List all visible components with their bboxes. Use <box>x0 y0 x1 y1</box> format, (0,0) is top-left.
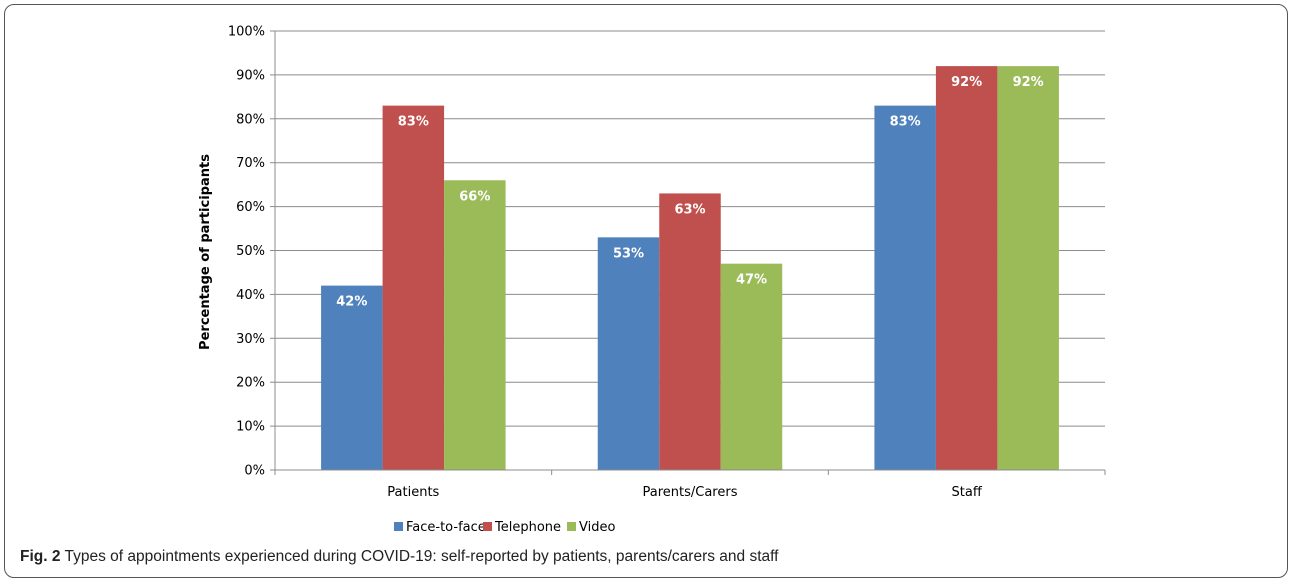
bar <box>997 66 1059 471</box>
figure-label: Fig. 2 <box>20 548 61 565</box>
bar-data-label: 92% <box>1013 75 1044 90</box>
bar-data-label: 83% <box>398 115 429 130</box>
x-tick-label: Staff <box>952 485 983 500</box>
y-tick-label: 70% <box>236 156 265 171</box>
bar-chart: 0% 10% 20% 30% 40% 50% 60% 70% 80% 90% 100% 42% 83%… <box>198 25 1106 535</box>
bar-data-label: 47% <box>736 273 767 288</box>
bar-data-label: 53% <box>613 246 644 261</box>
bar-data-label: 92% <box>951 75 982 90</box>
bar <box>720 263 783 470</box>
bar <box>659 193 721 470</box>
y-tick-label: 30% <box>236 332 265 347</box>
bar <box>597 237 660 470</box>
bar-data-label: 66% <box>459 189 490 204</box>
x-tick-label: Parents/Carers <box>643 485 738 500</box>
bar-labels: 42% 83% 66% 53% 63% 47% 83% 92% 92% <box>336 75 1044 310</box>
y-tick-label: 10% <box>236 420 265 435</box>
legend-swatch <box>567 522 576 531</box>
y-tick-label: 100% <box>228 25 265 40</box>
y-tick-label: 0% <box>244 464 265 479</box>
bar <box>874 105 936 470</box>
legend-label: Video <box>579 520 615 535</box>
caption-text: Types of appointments experienced during… <box>64 548 779 565</box>
y-axis-label: Percentage of participants <box>198 154 213 350</box>
y-tick-label: 60% <box>236 200 265 215</box>
bar-data-label: 63% <box>674 202 705 217</box>
y-axis-ticks: 0% 10% 20% 30% 40% 50% 60% 70% 80% 90% 100% <box>228 25 275 479</box>
y-tick-label: 20% <box>236 376 265 391</box>
bar-data-label: 42% <box>336 295 367 310</box>
legend-label: Face-to-face <box>406 520 486 535</box>
y-tick-label: 80% <box>236 112 265 127</box>
bar <box>444 180 506 470</box>
bar <box>935 66 998 471</box>
legend-label: Telephone <box>494 520 561 535</box>
legend: Face-to-face Telephone Video <box>394 520 615 535</box>
x-axis: Patients Parents/Carers Staff <box>274 31 1106 500</box>
bar <box>382 105 445 470</box>
y-tick-label: 40% <box>236 288 265 303</box>
y-tick-label: 90% <box>236 68 265 83</box>
legend-swatch <box>483 522 492 531</box>
y-tick-label: 50% <box>236 244 265 259</box>
figure-caption: Fig. 2 Types of appointments experienced… <box>20 548 1270 566</box>
bar <box>321 285 383 470</box>
x-tick-label: Patients <box>387 485 439 500</box>
bars <box>321 66 1059 471</box>
legend-swatch <box>394 522 403 531</box>
bar-data-label: 83% <box>890 115 921 130</box>
